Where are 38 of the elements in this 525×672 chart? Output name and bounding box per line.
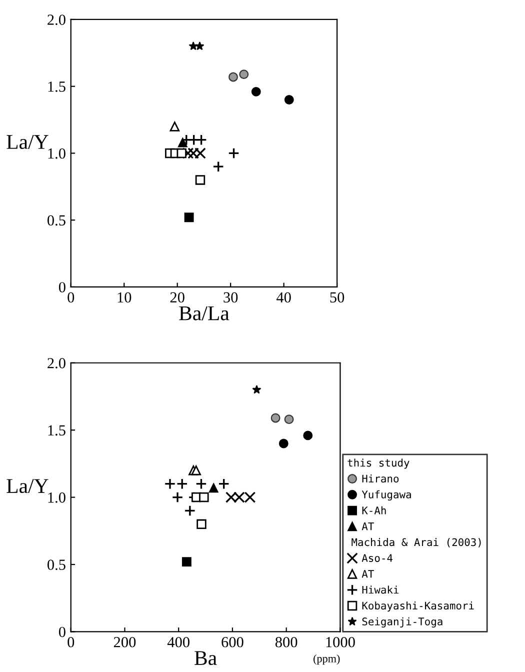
y-tick-label: 1.5 — [48, 425, 66, 436]
x-tick-label: 50 — [330, 292, 344, 303]
x-tick-label: 20 — [170, 292, 184, 303]
x-tick-label: 0 — [68, 292, 74, 303]
legend-title: this study — [348, 458, 410, 469]
legend-label: Hiwaki — [362, 586, 399, 594]
y-tick-label: 0 — [58, 626, 66, 638]
x-tick-label: 40 — [276, 292, 291, 303]
text: Machida & Arai (2003) — [352, 538, 481, 548]
x-tick-label: 0 — [68, 636, 74, 648]
x-axis-title: Ba — [194, 651, 217, 666]
x-tick-label: 200 — [114, 636, 136, 648]
legend-label: AT — [362, 570, 374, 578]
y-axis-title: La/Y — [6, 479, 48, 494]
y-tick-label: 2.0 — [48, 14, 66, 26]
y-tick-label: 1.0 — [48, 148, 66, 159]
x-tick-label: 1000 — [326, 636, 355, 648]
legend-label: K-Ah — [362, 506, 386, 514]
legend-label: Seiganji-Toga — [362, 617, 442, 628]
x-tick-label: 10 — [118, 292, 132, 303]
x-tick-label: 800 — [275, 636, 298, 648]
legend-label: Hirano — [362, 474, 399, 483]
y-tick-label: 0.5 — [48, 215, 66, 226]
x-tick-label: 400 — [167, 636, 190, 648]
text: (ppm) — [314, 654, 340, 665]
y-tick-label: 0.5 — [48, 560, 66, 570]
y-tick-label: 1.5 — [48, 82, 66, 92]
x-tick-label: 600 — [222, 636, 244, 648]
legend-label: AT — [362, 522, 374, 530]
x-axis-title: Ba/La — [179, 306, 230, 320]
y-tick-label: 1.0 — [48, 492, 66, 503]
legend-label: Kobayashi-Kasamori — [362, 601, 474, 612]
x-tick-label: 30 — [224, 292, 238, 303]
y-tick-label: 2.0 — [48, 358, 66, 368]
legend-label: Yufugawa — [362, 490, 411, 501]
y-axis-title: La/Y — [6, 135, 48, 149]
y-tick-label: 0 — [58, 282, 66, 292]
legend-label: Aso-4 — [362, 554, 392, 562]
